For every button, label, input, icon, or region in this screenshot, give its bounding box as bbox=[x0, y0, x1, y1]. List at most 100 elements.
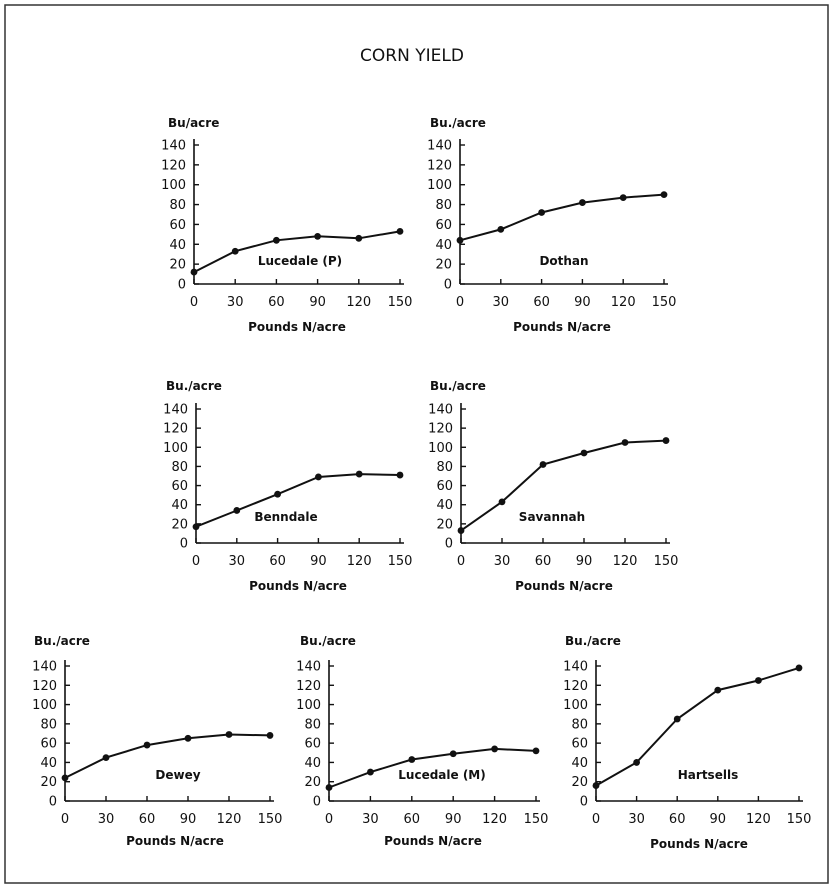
data-point bbox=[314, 232, 321, 240]
y-tick-label: 20 bbox=[435, 258, 452, 273]
y-tick-label: 40 bbox=[435, 238, 452, 253]
x-tick-label: 150 bbox=[524, 812, 549, 827]
x-tick-label: 150 bbox=[258, 812, 283, 827]
y-tick-label: 60 bbox=[171, 479, 188, 494]
data-point bbox=[325, 784, 333, 791]
y-tick-label: 60 bbox=[169, 218, 186, 233]
y-tick-label: 0 bbox=[580, 795, 588, 810]
y-tick-label: 40 bbox=[171, 498, 188, 513]
y-tick-label: 80 bbox=[436, 460, 453, 475]
y-tick-label: 80 bbox=[435, 198, 452, 213]
y-tick-label: 120 bbox=[32, 679, 57, 694]
x-tick-label: 30 bbox=[494, 554, 511, 569]
x-tick-label: 0 bbox=[592, 812, 600, 827]
chart-panel-2: 0 20 40 60 80 100 120 140 0 30 60 90 120 150 Bu./acre P… bbox=[427, 116, 676, 334]
data-point bbox=[619, 194, 627, 202]
x-tick-label: 30 bbox=[229, 554, 246, 569]
y-tick-label: 0 bbox=[178, 278, 186, 293]
x-tick-label: 0 bbox=[325, 812, 333, 827]
data-point bbox=[396, 471, 404, 479]
data-point bbox=[580, 449, 588, 457]
y-tick-label: 20 bbox=[169, 258, 186, 273]
x-tick-label: 60 bbox=[268, 295, 285, 310]
y-tick-label: 100 bbox=[163, 441, 188, 456]
y-tick-label: 80 bbox=[304, 717, 321, 732]
soil-annotation: Dewey bbox=[155, 768, 200, 782]
x-tick-label: 120 bbox=[346, 295, 371, 310]
data-point bbox=[61, 774, 69, 782]
y-tick-label: 120 bbox=[296, 679, 321, 694]
data-point bbox=[497, 225, 505, 233]
y-tick-label: 80 bbox=[571, 717, 588, 732]
y-tick-label: 100 bbox=[563, 698, 588, 713]
soil-annotation: Lucedale (M) bbox=[398, 768, 485, 782]
y-tick-label: 120 bbox=[427, 158, 452, 173]
y-tick-label: 120 bbox=[163, 422, 188, 437]
soil-annotation: Dothan bbox=[539, 254, 588, 268]
y-tick-label: 100 bbox=[32, 698, 57, 713]
x-tick-label: 0 bbox=[61, 812, 69, 827]
data-point bbox=[192, 523, 200, 531]
data-point bbox=[143, 741, 151, 749]
x-tick-label: 0 bbox=[190, 295, 198, 310]
x-tick-label: 90 bbox=[576, 554, 593, 569]
data-point bbox=[755, 677, 762, 684]
x-tick-label: 60 bbox=[139, 812, 156, 827]
x-tick-label: 60 bbox=[533, 295, 550, 310]
x-tick-label: 120 bbox=[746, 812, 771, 827]
data-point bbox=[408, 756, 416, 763]
data-point bbox=[231, 247, 239, 255]
y-tick-label: 120 bbox=[563, 679, 588, 694]
data-point bbox=[673, 715, 681, 723]
y-tick-label: 0 bbox=[180, 537, 188, 552]
chart-panels: 0 20 40 60 80 100 120 140 0 30 60 90 120 150 Bu/acre Po… bbox=[32, 116, 811, 851]
x-tick-label: 120 bbox=[613, 554, 638, 569]
series-line bbox=[595, 666, 800, 787]
soil-annotation: Lucedale (P) bbox=[258, 254, 342, 268]
y-axis-label: Bu./acre bbox=[430, 116, 486, 130]
x-tick-label: 30 bbox=[493, 295, 510, 310]
y-tick-label: 20 bbox=[40, 775, 57, 790]
x-tick-label: 120 bbox=[347, 554, 372, 569]
x-tick-label: 90 bbox=[445, 812, 462, 827]
x-tick-label: 90 bbox=[180, 812, 197, 827]
x-tick-label: 90 bbox=[574, 295, 591, 310]
y-tick-label: 80 bbox=[171, 460, 188, 475]
figure-title: CORN YIELD bbox=[360, 46, 464, 66]
series-line bbox=[193, 230, 401, 273]
x-tick-label: 30 bbox=[98, 812, 115, 827]
chart-panel-1: 0 20 40 60 80 100 120 140 0 30 60 90 120 150 Bu/acre Po… bbox=[161, 116, 412, 334]
data-point bbox=[367, 768, 374, 776]
x-tick-label: 0 bbox=[192, 554, 200, 569]
data-point bbox=[274, 490, 281, 498]
y-axis-label: Bu./acre bbox=[430, 379, 486, 393]
series-line bbox=[328, 747, 537, 789]
data-point bbox=[498, 498, 506, 506]
x-axis-label: Pounds N/acre bbox=[513, 320, 611, 334]
data-point bbox=[491, 745, 498, 753]
data-point bbox=[662, 437, 670, 444]
x-axis-label: Pounds N/acre bbox=[384, 834, 482, 848]
y-tick-label: 100 bbox=[428, 441, 453, 456]
y-axis-label: Bu./acre bbox=[166, 379, 222, 393]
y-tick-label: 140 bbox=[563, 660, 588, 675]
data-point bbox=[396, 227, 404, 235]
y-tick-label: 100 bbox=[427, 178, 452, 193]
x-tick-label: 90 bbox=[309, 295, 326, 310]
data-point bbox=[355, 234, 363, 242]
y-axis-label: Bu./acre bbox=[300, 634, 356, 648]
x-tick-label: 120 bbox=[611, 295, 636, 310]
y-tick-label: 20 bbox=[436, 517, 453, 532]
y-axis-label: Bu./acre bbox=[565, 634, 621, 648]
soil-annotation: Hartsells bbox=[678, 768, 738, 782]
x-tick-label: 150 bbox=[652, 295, 677, 310]
x-tick-label: 30 bbox=[628, 812, 645, 827]
y-tick-label: 140 bbox=[427, 139, 452, 154]
y-tick-label: 100 bbox=[296, 698, 321, 713]
data-point bbox=[660, 191, 668, 199]
y-tick-label: 0 bbox=[444, 278, 452, 293]
x-tick-label: 150 bbox=[787, 812, 812, 827]
y-tick-label: 40 bbox=[169, 238, 186, 253]
